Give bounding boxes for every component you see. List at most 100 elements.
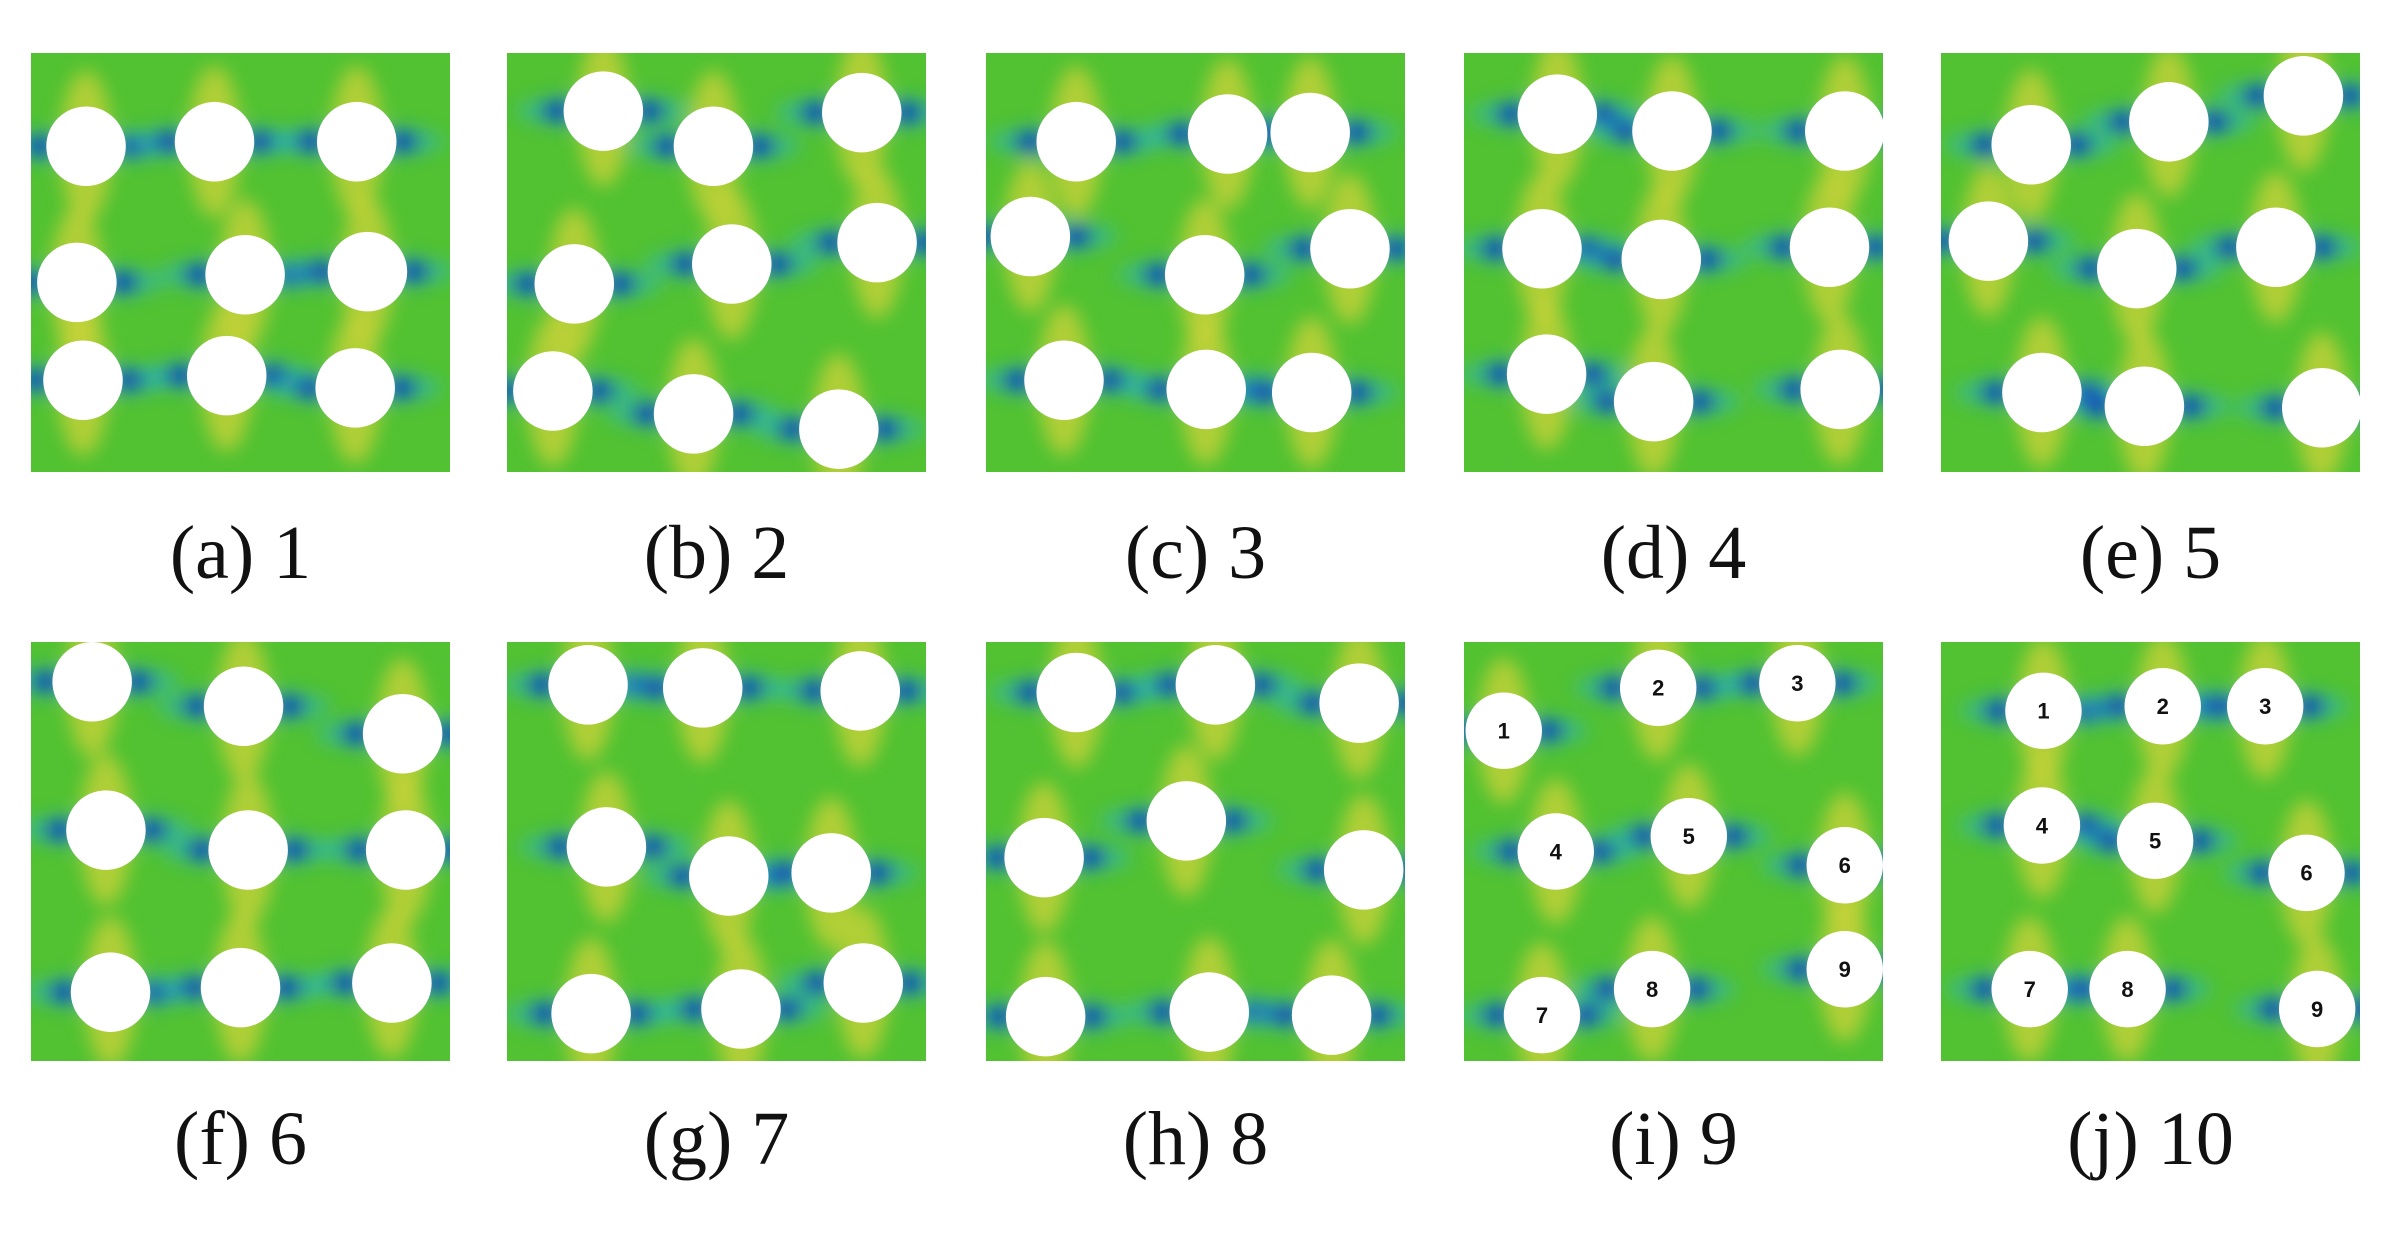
hole	[316, 101, 397, 182]
hole	[2263, 56, 2344, 136]
hole	[1024, 340, 1104, 421]
hole-label: 6	[2300, 861, 2312, 886]
hole	[200, 947, 281, 1028]
hole	[203, 666, 284, 746]
hole-label: 9	[2311, 997, 2323, 1022]
hole	[1291, 975, 1372, 1055]
panel-caption: (e) 5	[2080, 511, 2221, 595]
hole	[1166, 349, 1246, 430]
hole	[2236, 207, 2316, 287]
hole	[688, 836, 769, 916]
hole	[1187, 94, 1268, 174]
panel-caption: (i) 9	[1609, 1097, 1738, 1181]
hole	[513, 351, 593, 431]
hole-label: 8	[1646, 977, 1658, 1002]
hole	[1619, 649, 1697, 727]
hole	[1991, 104, 2071, 185]
hole	[701, 969, 781, 1049]
hole	[566, 807, 647, 887]
panel: 1 2 3 4 5 6 7 8 9 (i) 9	[1464, 642, 1883, 1181]
hole	[66, 790, 146, 870]
hole	[1310, 208, 1390, 289]
hole-label: 5	[2149, 829, 2161, 854]
hole	[799, 389, 879, 469]
hole	[1271, 352, 1352, 433]
hole	[205, 234, 285, 315]
hole	[1621, 219, 1702, 300]
hole	[1036, 652, 1116, 733]
holes	[548, 645, 904, 1054]
holes	[1948, 56, 2360, 448]
simulation-image: 1 2 3 4 5 6 7 8 9	[1464, 642, 1883, 1061]
panel-caption: (f) 6	[174, 1097, 307, 1181]
hole-label: 4	[2036, 813, 2049, 838]
holes	[1502, 74, 1883, 442]
hole	[43, 340, 123, 421]
hole	[1613, 361, 1694, 442]
simulation-image	[507, 642, 926, 1061]
hole	[534, 244, 615, 324]
hole	[837, 202, 917, 283]
hole	[1759, 645, 1836, 722]
hole	[2005, 672, 2082, 750]
hole	[1806, 931, 1883, 1008]
hole	[365, 810, 446, 890]
hole	[2226, 667, 2304, 745]
hole	[1323, 830, 1404, 910]
panel: (f) 6	[31, 642, 450, 1181]
panel-caption: (c) 3	[1125, 511, 1266, 595]
hole	[1650, 797, 1728, 875]
panel-caption: (j) 10	[2067, 1097, 2234, 1181]
hole	[1146, 781, 1227, 861]
simulation-image	[507, 53, 926, 472]
panel: (c) 3	[986, 53, 1405, 595]
hole	[673, 106, 754, 187]
holes: 1 2 3 4 5 6 7 8 9	[1465, 645, 1883, 1054]
holes	[513, 71, 917, 469]
panel-caption: (b) 2	[644, 511, 790, 595]
panel: 1 2 3 4 5 6 7 8 9 (j) 10	[1941, 642, 2360, 1181]
panel-caption: (g) 7	[644, 1097, 790, 1181]
panel-caption: (d) 4	[1601, 511, 1747, 595]
hole	[1503, 976, 1581, 1054]
hole	[2003, 787, 2081, 864]
hole-label: 7	[1536, 1003, 1548, 1028]
panel: (a) 1	[31, 53, 450, 595]
hole	[692, 224, 772, 304]
hole	[1502, 208, 1582, 289]
hole	[1948, 201, 2029, 281]
hole	[1036, 101, 1116, 182]
hole	[327, 231, 408, 312]
hole	[2124, 667, 2201, 745]
hole	[315, 348, 395, 428]
hole-label: 3	[2259, 694, 2271, 719]
hole	[1270, 92, 1350, 173]
hole	[820, 651, 901, 731]
hole	[1613, 950, 1691, 1028]
hole-label: 2	[2157, 694, 2169, 719]
hole	[1169, 972, 1250, 1052]
hole	[1005, 976, 1086, 1057]
hole	[70, 952, 151, 1032]
simulation-image	[31, 53, 450, 472]
hole	[2129, 82, 2209, 162]
panel: (d) 4	[1464, 53, 1883, 595]
hole	[2282, 368, 2360, 448]
hole	[1632, 91, 1712, 171]
hole-label: 3	[1791, 671, 1803, 696]
panel-caption: (a) 1	[170, 511, 311, 595]
panel: (e) 5	[1941, 53, 2360, 595]
hole	[1517, 74, 1598, 154]
hole	[1805, 91, 1883, 171]
hole	[1506, 334, 1587, 414]
hole	[1800, 349, 1880, 430]
hole	[1175, 645, 1256, 725]
hole	[1465, 692, 1542, 769]
hole	[990, 196, 1071, 277]
hole	[2089, 950, 2166, 1028]
hole	[174, 101, 255, 182]
hole	[1517, 813, 1594, 890]
simulation-image	[986, 642, 1405, 1061]
hole	[2104, 366, 2185, 447]
